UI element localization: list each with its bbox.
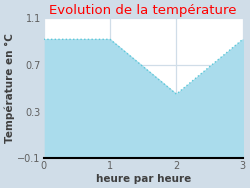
X-axis label: heure par heure: heure par heure bbox=[96, 174, 191, 184]
Y-axis label: Température en °C: Température en °C bbox=[4, 33, 15, 143]
Title: Evolution de la température: Evolution de la température bbox=[50, 4, 237, 17]
